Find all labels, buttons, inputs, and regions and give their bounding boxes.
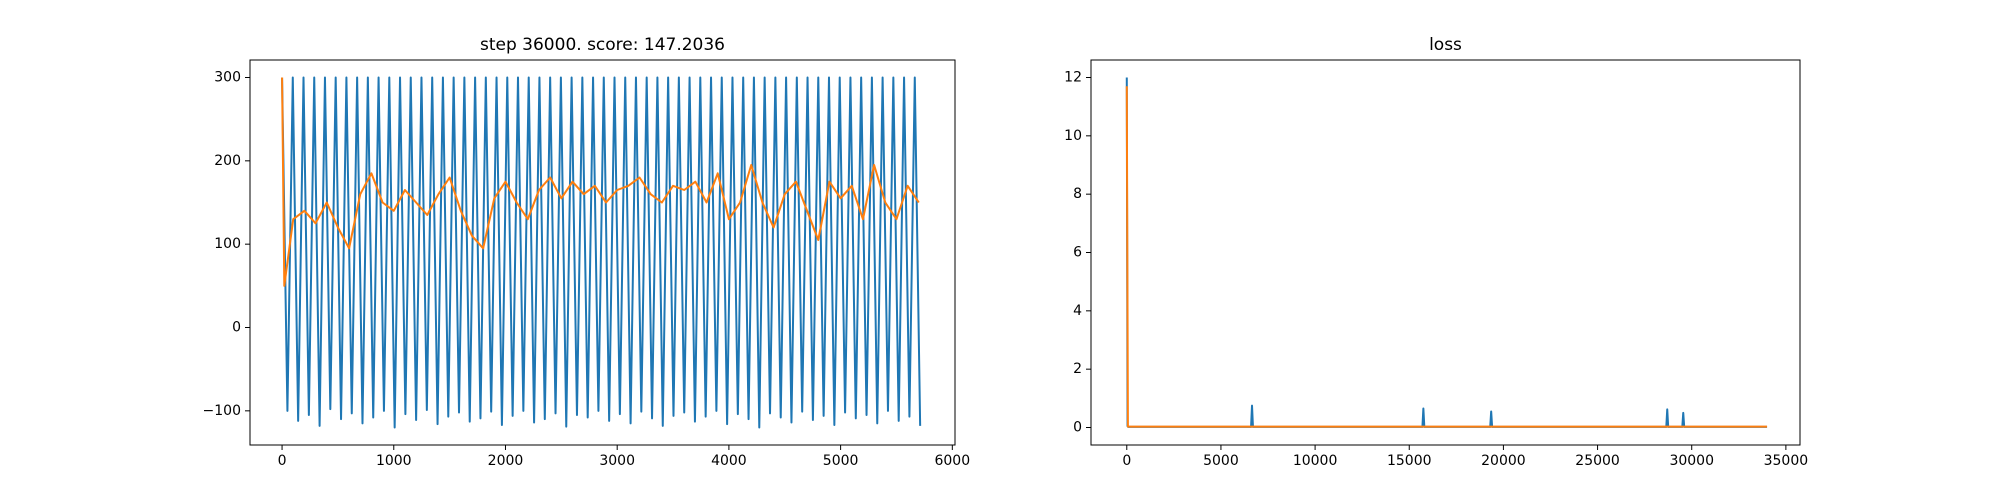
axes-frame (249, 59, 956, 446)
x-tick-label: 4000 (711, 453, 747, 469)
x-tick-label: 30000 (1669, 453, 1714, 469)
x-tick-label: 20000 (1481, 453, 1526, 469)
y-tick-label: 8 (1073, 186, 1082, 202)
x-tick-label: 15000 (1387, 453, 1432, 469)
x-tick-label: 35000 (1764, 453, 1809, 469)
y-tick-label: 6 (1073, 245, 1082, 261)
series-line (1125, 77, 1768, 428)
x-tick-label: 25000 (1575, 453, 1620, 469)
axes-frame (1090, 59, 1801, 446)
series-line (281, 76, 922, 429)
y-tick-label: −100 (203, 403, 241, 419)
y-tick-label: 2 (1073, 361, 1082, 377)
chart-title: loss (1429, 35, 1462, 55)
y-tick-label: 10 (1064, 128, 1082, 144)
x-tick-label: 5000 (1203, 453, 1239, 469)
x-tick-label: 0 (1122, 453, 1131, 469)
y-tick-label: 100 (214, 236, 241, 252)
y-tick-label: 4 (1073, 303, 1082, 319)
x-tick-label: 0 (278, 453, 287, 469)
x-tick-label: 1000 (376, 453, 412, 469)
y-tick-label: 0 (232, 320, 241, 336)
y-tick-label: 200 (214, 153, 241, 169)
series-line (281, 77, 920, 287)
x-tick-label: 5000 (823, 453, 859, 469)
y-tick-label: 300 (214, 70, 241, 86)
x-tick-label: 2000 (488, 453, 524, 469)
y-tick-label: 0 (1073, 420, 1082, 436)
x-tick-label: 10000 (1293, 453, 1338, 469)
chart-title: step 36000. score: 147.2036 (480, 35, 725, 55)
series-line (1125, 86, 1768, 428)
x-tick-label: 3000 (599, 453, 635, 469)
y-tick-label: 12 (1064, 70, 1082, 86)
x-tick-label: 6000 (934, 453, 970, 469)
